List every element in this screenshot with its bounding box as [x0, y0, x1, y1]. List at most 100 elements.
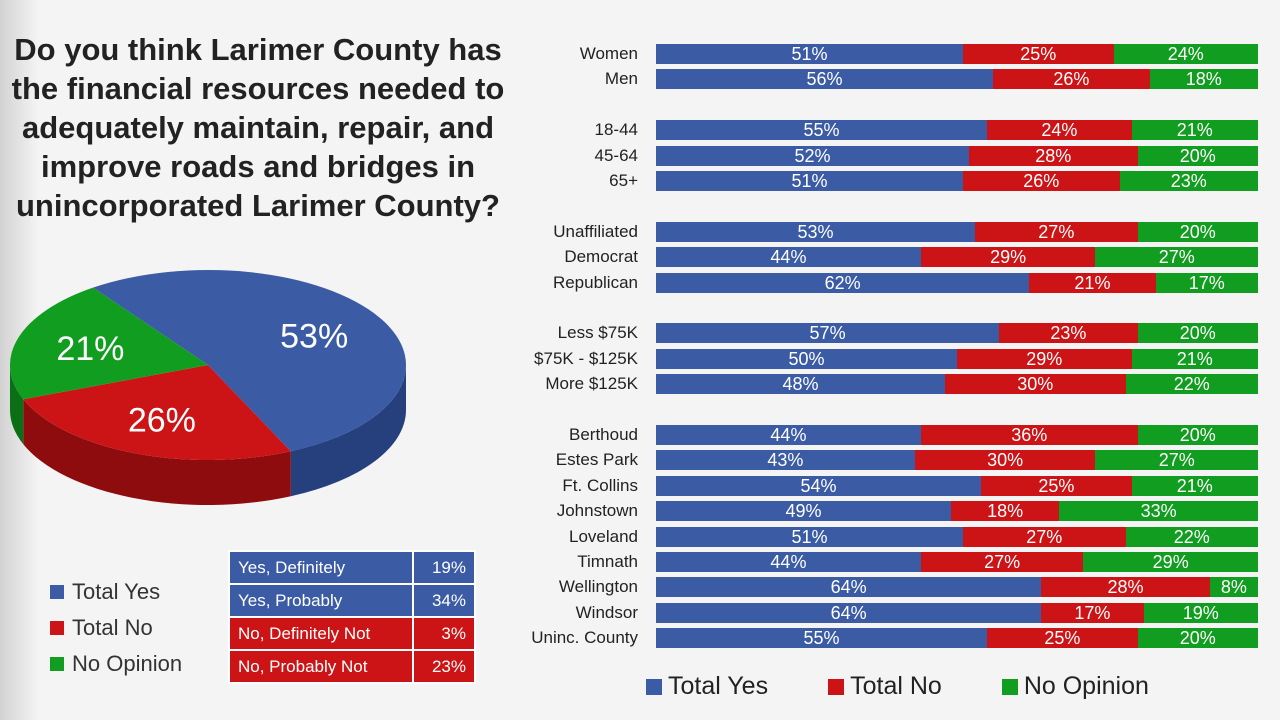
bar-segment-no-opinion: 20%	[1137, 323, 1258, 344]
stacked-bar: 44% 27% 29%	[656, 552, 1258, 572]
legend-label-no: Total No	[72, 615, 153, 640]
pie-label-yes: 53%	[280, 317, 348, 355]
legend-item-yes: Total Yes	[50, 574, 182, 610]
bar-legend-label-yes: Total Yes	[668, 672, 769, 700]
bar-row-label: Windsor	[575, 602, 638, 622]
bar-segment-no-opinion: 20%	[1137, 221, 1258, 242]
bar-segment-no: 29%	[957, 348, 1132, 369]
bar-segment-yes: 57%	[656, 323, 1000, 344]
stacked-bar: 53% 27% 20%	[656, 221, 1258, 242]
bar-segment-no-opinion: 21%	[1131, 348, 1258, 369]
bar-segment-yes: 52%	[656, 145, 970, 166]
bar-segment-no-opinion: 22%	[1125, 374, 1258, 395]
bar-segment-no: 26%	[993, 69, 1150, 90]
bar-segment-yes: 64%	[656, 602, 1042, 623]
stacked-bar: 48% 30% 22%	[656, 374, 1258, 395]
pie-slice-no-opinion	[9, 287, 208, 400]
bar-segment-yes: 44%	[656, 247, 921, 268]
bar-segment-no: 18%	[950, 501, 1060, 522]
pie-slice-yes	[92, 270, 406, 452]
bar-segment-yes: 44%	[656, 425, 921, 445]
bar-segment-no: 26%	[963, 171, 1120, 191]
bar-segment-yes: 54%	[656, 475, 982, 496]
bar-row-label: Ft. Collins	[562, 475, 638, 495]
stacked-bar: 44% 36% 20%	[656, 425, 1258, 445]
bar-segment-no-opinion: 20%	[1137, 145, 1258, 166]
bar-segment-no-opinion: 29%	[1083, 552, 1258, 572]
bar-segment-no-opinion: 23%	[1119, 171, 1258, 191]
bar-segment-no: 21%	[1029, 272, 1156, 293]
bar-segment-no-opinion: 24%	[1113, 44, 1258, 64]
bar-legend-swatch-no	[828, 678, 845, 695]
bar-segment-no: 23%	[999, 323, 1138, 344]
bar-row-label: Less $75K	[557, 323, 638, 343]
bar-segment-yes: 51%	[656, 44, 964, 64]
stacked-bar: 56% 26% 18%	[656, 69, 1258, 90]
bar-row-label: Men	[604, 69, 638, 89]
legend-swatch-no-opinion	[50, 657, 64, 671]
bar-segment-no: 36%	[920, 425, 1138, 445]
bar-segment-no-opinion: 17%	[1155, 272, 1258, 293]
stacked-bar: 44% 29% 27%	[656, 247, 1258, 268]
bar-segment-no: 28%	[969, 145, 1138, 166]
bar-segment-no-opinion: 19%	[1143, 602, 1258, 623]
breakdown-table: Yes, Definitely 19% Yes, Probably 34% No, De…	[228, 550, 476, 684]
bar-segment-no: 25%	[987, 628, 1138, 649]
legend-item-no-opinion: No Opinion	[50, 646, 182, 682]
bar-segment-no: 28%	[1041, 577, 1210, 598]
bar-segment-no-opinion: 27%	[1095, 450, 1258, 471]
bar-segment-no: 30%	[914, 450, 1096, 471]
pie-legend: Total Yes Total No No Opinion	[50, 574, 182, 682]
bar-legend-label-no: Total No	[850, 672, 942, 700]
bar-segment-no-opinion: 20%	[1137, 425, 1258, 445]
bar-legend-swatch-no-opinion	[1001, 678, 1018, 695]
bar-row-label: Loveland	[568, 526, 638, 546]
breakdown-label: Yes, Probably	[228, 583, 414, 618]
bar-row-label: Republican	[552, 272, 638, 292]
bar-segment-no: 24%	[987, 120, 1132, 141]
bar-segment-yes: 55%	[656, 120, 988, 141]
bar-segment-yes: 44%	[656, 552, 921, 572]
bar-segment-no-opinion: 21%	[1131, 475, 1258, 496]
bar-segment-no-opinion: 20%	[1137, 628, 1258, 649]
bar-row-label: Timnath	[577, 552, 638, 571]
bar-row-label: Wellington	[558, 577, 638, 597]
stacked-bar: 51% 26% 23%	[656, 171, 1258, 191]
bar-segment-no-opinion: 27%	[1095, 247, 1258, 268]
breakdown-value: 23%	[412, 649, 476, 684]
stacked-bar: 49% 18% 33%	[656, 501, 1258, 522]
breakdown-value: 34%	[412, 583, 476, 618]
bar-legend-item-no: Total No	[828, 672, 942, 701]
bar-legend: Total Yes Total No No Opinion	[646, 672, 1209, 701]
bar-segment-yes: 43%	[656, 450, 915, 471]
pie-side-no-opinion	[10, 365, 24, 445]
bar-row-label: Uninc. County	[531, 628, 638, 648]
bar-row-label: More $125K	[545, 374, 638, 394]
bar-segment-yes: 50%	[656, 348, 957, 369]
bar-row-label: Women	[579, 44, 638, 63]
legend-item-no: Total No	[50, 610, 182, 646]
stacked-bar: 55% 25% 20%	[656, 628, 1258, 649]
stacked-bar: 54% 25% 21%	[656, 475, 1258, 496]
bar-segment-no: 27%	[975, 221, 1138, 242]
legend-label-no-opinion: No Opinion	[72, 651, 183, 676]
pie-label-no: 26%	[128, 402, 196, 440]
bar-segment-no: 27%	[963, 526, 1126, 547]
bar-row-label: 18-44	[594, 120, 638, 140]
breakdown-label: No, Definitely Not	[228, 616, 414, 651]
bar-segment-yes: 53%	[656, 221, 976, 242]
bar-row-label: Johnstown	[556, 501, 638, 521]
bar-segment-yes: 64%	[656, 577, 1042, 598]
stacked-bar: 64% 28% 8%	[656, 577, 1258, 598]
breakdown-row: Yes, Probably 34%	[228, 583, 476, 618]
pie-slice-no	[23, 365, 291, 460]
bar-segment-yes: 56%	[656, 69, 994, 90]
breakdown-row: No, Probably Not 23%	[228, 649, 476, 684]
bar-row-label: $75K - $125K	[534, 348, 638, 368]
bar-segment-no: 25%	[963, 44, 1114, 64]
breakdown-row: Yes, Definitely 19%	[228, 550, 476, 585]
legend-label-yes: Total Yes	[72, 579, 161, 604]
bar-segment-no-opinion: 8%	[1209, 577, 1258, 598]
bar-segment-no-opinion: 22%	[1125, 526, 1258, 547]
bar-legend-label-no-opinion: No Opinion	[1023, 672, 1149, 700]
